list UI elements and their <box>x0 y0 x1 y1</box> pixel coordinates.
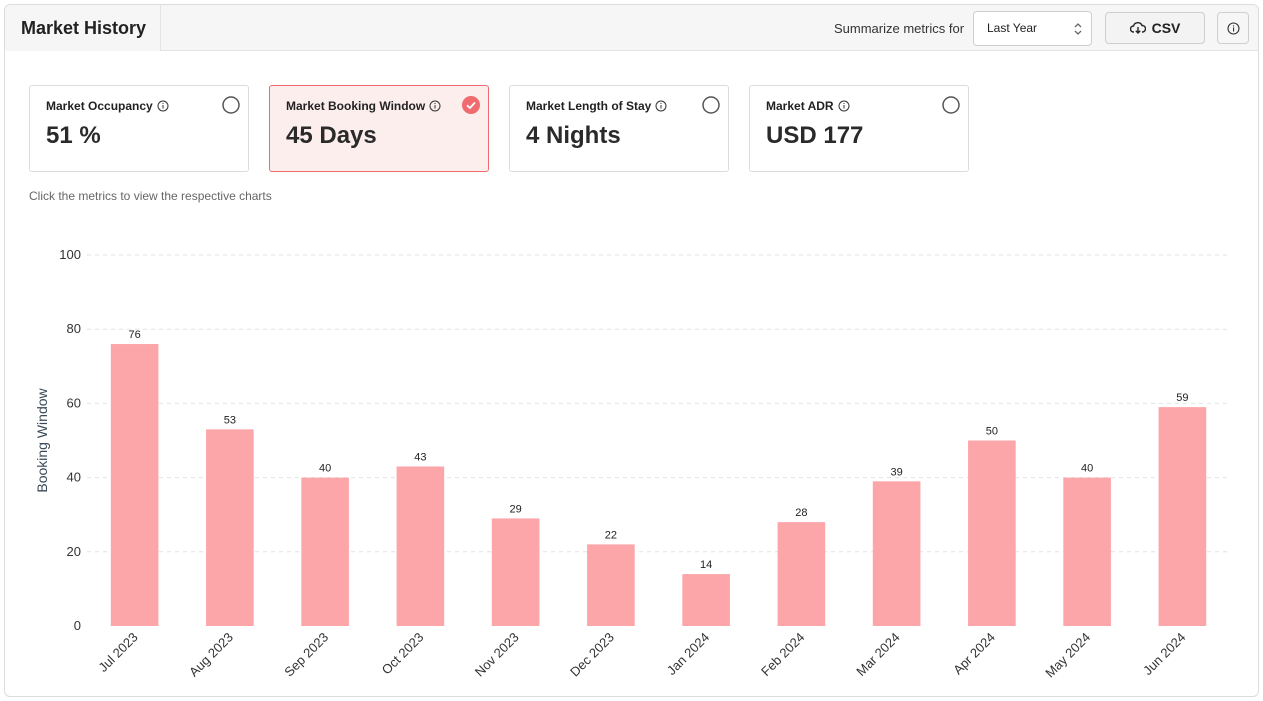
x-tick-label: Jul 2023 <box>95 630 140 675</box>
x-tick-label: May 2024 <box>1042 630 1093 681</box>
x-tick-label: Jun 2024 <box>1140 630 1188 678</box>
metric-label: Market ADR <box>766 99 834 113</box>
data-label: 29 <box>510 503 522 515</box>
y-tick-label: 40 <box>67 470 81 485</box>
metric-label: Market Occupancy <box>46 99 153 113</box>
x-tick-label: Sep 2023 <box>281 630 331 680</box>
bar <box>872 481 921 626</box>
y-tick-label: 20 <box>67 544 81 559</box>
y-axis-label: Booking Window <box>34 387 50 492</box>
metric-value: 45 Days <box>286 122 377 149</box>
bar <box>1158 407 1207 626</box>
data-label: 28 <box>795 507 807 519</box>
page-title: Market History <box>5 5 161 51</box>
metric-label: Market Booking Window <box>286 99 426 113</box>
metric-label: Market Length of Stay <box>526 99 652 113</box>
info-icon <box>1226 21 1240 35</box>
bar <box>491 518 540 626</box>
x-tick-label: Jan 2024 <box>664 630 712 678</box>
data-label: 50 <box>986 426 998 438</box>
header-bar: Market History Summarize metrics for Las… <box>5 5 1258 51</box>
data-label: 22 <box>605 529 617 541</box>
chevron-up-down-icon <box>1074 23 1082 35</box>
y-tick-label: 60 <box>67 395 81 410</box>
x-tick-label: Aug 2023 <box>186 630 236 680</box>
metric-value: 51 % <box>46 122 101 149</box>
radio-unchecked-icon[interactable] <box>702 96 720 114</box>
x-tick-label: Feb 2024 <box>758 630 807 679</box>
bar <box>587 544 635 626</box>
x-tick-label: Apr 2024 <box>950 630 998 678</box>
metric-card-occupancy[interactable]: Market Occupancy 51 % <box>29 85 249 172</box>
booking-window-bar-chart: 0 20 40 60 80 100 Booking Window 76 Jul 2023 53 Au… <box>34 247 1230 681</box>
data-label: 39 <box>891 466 903 478</box>
csv-download-button[interactable]: CSV <box>1105 12 1205 44</box>
data-label: 40 <box>1081 463 1093 475</box>
bar <box>396 466 445 626</box>
period-select[interactable]: Last Year <box>973 11 1092 46</box>
bar <box>777 522 826 626</box>
y-tick-label: 80 <box>67 321 81 336</box>
info-icon <box>838 100 850 112</box>
radio-unchecked-icon[interactable] <box>222 96 240 114</box>
info-icon <box>157 100 169 112</box>
info-icon <box>429 100 441 112</box>
data-label: 53 <box>224 414 236 426</box>
metrics-hint: Click the metrics to view the respective… <box>29 189 272 203</box>
data-label: 43 <box>414 451 426 463</box>
x-tick-label: Mar 2024 <box>853 630 902 679</box>
metric-card-length-of-stay[interactable]: Market Length of Stay 4 Nights <box>509 85 729 172</box>
period-select-value: Last Year <box>987 21 1038 35</box>
x-tick-label: Oct 2023 <box>379 630 427 678</box>
csv-button-label: CSV <box>1151 20 1181 36</box>
info-button[interactable] <box>1217 12 1249 44</box>
data-label: 14 <box>700 559 712 571</box>
metric-card-booking-window[interactable]: Market Booking Window 45 Days <box>269 85 489 172</box>
y-tick-label: 100 <box>59 247 81 262</box>
metric-value: 4 Nights <box>526 122 621 149</box>
bar <box>968 440 1016 626</box>
x-tick-label: Nov 2023 <box>472 630 522 680</box>
cloud-download-icon <box>1129 22 1146 34</box>
bar <box>110 344 159 626</box>
x-tick-label: Dec 2023 <box>567 630 617 680</box>
data-label: 76 <box>129 329 141 341</box>
bar <box>301 477 349 626</box>
bar <box>682 574 730 626</box>
radio-checked-icon[interactable] <box>462 96 480 114</box>
market-history-panel: Market History Summarize metrics for Las… <box>4 4 1259 697</box>
bar <box>1063 477 1111 626</box>
bar <box>206 429 254 626</box>
metric-card-adr[interactable]: Market ADR USD 177 <box>749 85 969 172</box>
y-tick-label: 0 <box>74 618 81 633</box>
metric-value: USD 177 <box>766 122 864 149</box>
data-label: 40 <box>319 463 331 475</box>
info-icon <box>655 100 667 112</box>
summarize-label: Summarize metrics for <box>834 21 965 36</box>
radio-unchecked-icon[interactable] <box>942 96 960 114</box>
data-label: 59 <box>1176 392 1188 404</box>
